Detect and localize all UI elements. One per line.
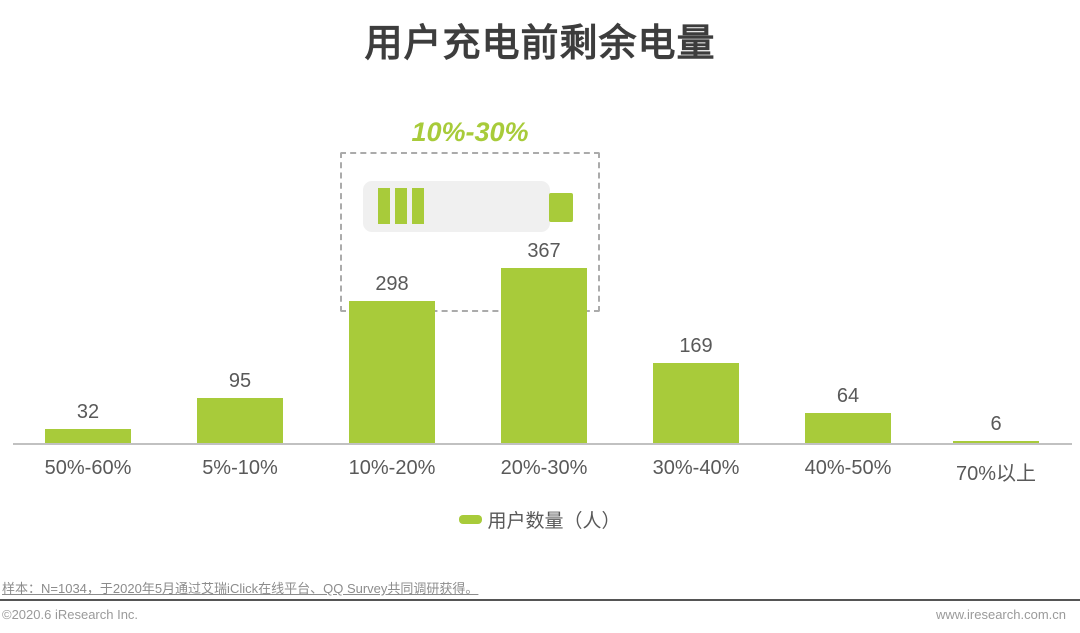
bar xyxy=(805,413,891,444)
legend-swatch xyxy=(459,514,483,524)
bar xyxy=(197,398,283,444)
bar-value-label: 95 xyxy=(228,370,252,392)
bar xyxy=(953,441,1039,444)
category-label: 20%-30% xyxy=(500,457,588,479)
copyright-text: ©2020.6 iResearch Inc. xyxy=(2,607,139,622)
battery-cell-icon xyxy=(378,188,390,224)
highlight-range-label: 10%-30% xyxy=(411,117,529,147)
bar-value-label: 169 xyxy=(679,335,713,357)
legend-label: 用户数量（人） xyxy=(487,510,621,532)
bar xyxy=(653,363,739,444)
bar-value-label: 64 xyxy=(836,385,860,407)
bar-value-label: 32 xyxy=(76,401,100,423)
highlight-box xyxy=(340,152,600,312)
bar-value-label: 6 xyxy=(990,413,1002,435)
bar xyxy=(45,429,131,444)
battery-low-icon xyxy=(363,181,550,232)
bar xyxy=(501,268,587,444)
battery-terminal-icon xyxy=(549,193,573,222)
bar-value-label: 298 xyxy=(375,273,409,295)
bar xyxy=(349,301,435,444)
category-label: 50%-60% xyxy=(44,457,132,479)
battery-cell-icon xyxy=(395,188,407,224)
category-label: 70%以上 xyxy=(955,463,1037,485)
x-axis-line xyxy=(13,443,1072,445)
sample-note: 样本：N=1034，于2020年5月通过艾瑞iClick在线平台、QQ Surv… xyxy=(2,581,479,596)
footer-divider xyxy=(0,599,1080,601)
legend: 用户数量（人） xyxy=(0,507,1080,532)
category-label: 40%-50% xyxy=(804,457,892,479)
battery-cell-icon xyxy=(412,188,424,224)
category-label: 30%-40% xyxy=(652,457,740,479)
category-label: 10%-20% xyxy=(348,457,436,479)
website-link[interactable]: www.iresearch.com.cn xyxy=(935,607,1066,622)
bar-value-label: 367 xyxy=(527,240,561,262)
category-label: 5%-10% xyxy=(202,457,278,479)
chart-title: 用户充电前剩余电量 xyxy=(364,23,716,65)
